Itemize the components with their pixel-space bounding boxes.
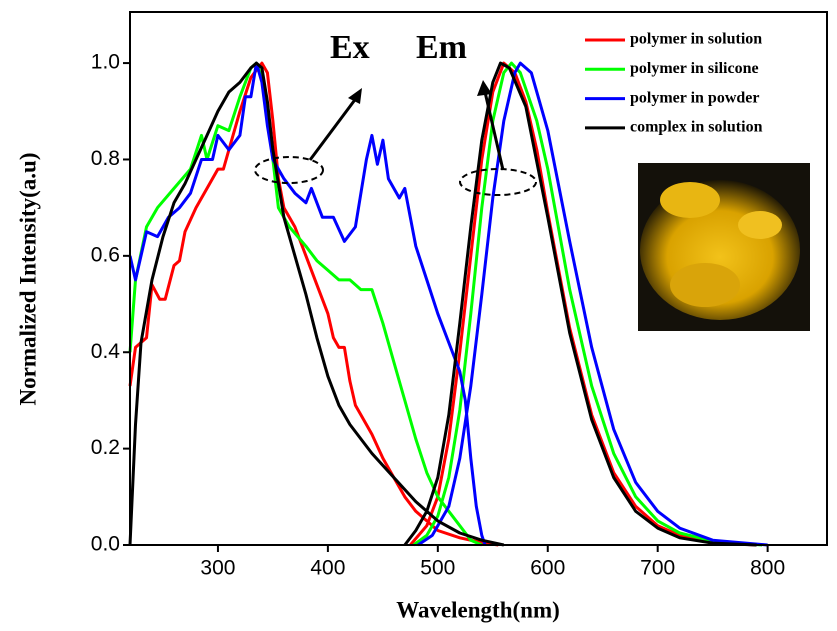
- series-line: [128, 61, 757, 547]
- ex-ellipse: [254, 156, 324, 184]
- ex-arrow: [308, 96, 359, 161]
- ex-arrowhead: [348, 88, 362, 104]
- y-tick-label: 0.0: [91, 533, 120, 556]
- y-tick-label: 0.4: [91, 340, 121, 363]
- inset-photo: [638, 163, 810, 331]
- y-tick-label: 0.6: [91, 243, 120, 266]
- annotation: Ex: [330, 29, 370, 66]
- legend-label: polymer in silicone: [630, 60, 759, 77]
- y-tick-label: 0.8: [91, 147, 120, 170]
- annotation: Em: [416, 29, 467, 66]
- legend-label: polymer in powder: [630, 89, 759, 106]
- y-axis-label: Normalized Intensity(a.u): [15, 153, 40, 406]
- em-arrowhead: [477, 80, 492, 96]
- legend-label: complex in solution: [630, 119, 763, 136]
- y-tick-label: 1.0: [91, 51, 120, 74]
- legend-label: polymer in solution: [630, 31, 762, 48]
- x-tick-label: 400: [310, 557, 345, 580]
- x-axis-label: Wavelength(nm): [396, 597, 560, 622]
- x-tick-label: 800: [750, 557, 785, 580]
- series-line: [128, 61, 757, 547]
- x-tick-label: 600: [530, 557, 565, 580]
- x-tick-label: 700: [640, 557, 675, 580]
- x-tick-label: 300: [200, 557, 235, 580]
- series-line: [128, 61, 763, 547]
- y-tick-label: 0.2: [91, 436, 120, 459]
- em-ellipse: [459, 168, 537, 196]
- series-line: [128, 61, 768, 547]
- plot-frame: [129, 11, 828, 546]
- em-arrow: [483, 91, 505, 171]
- x-tick-label: 500: [420, 557, 455, 580]
